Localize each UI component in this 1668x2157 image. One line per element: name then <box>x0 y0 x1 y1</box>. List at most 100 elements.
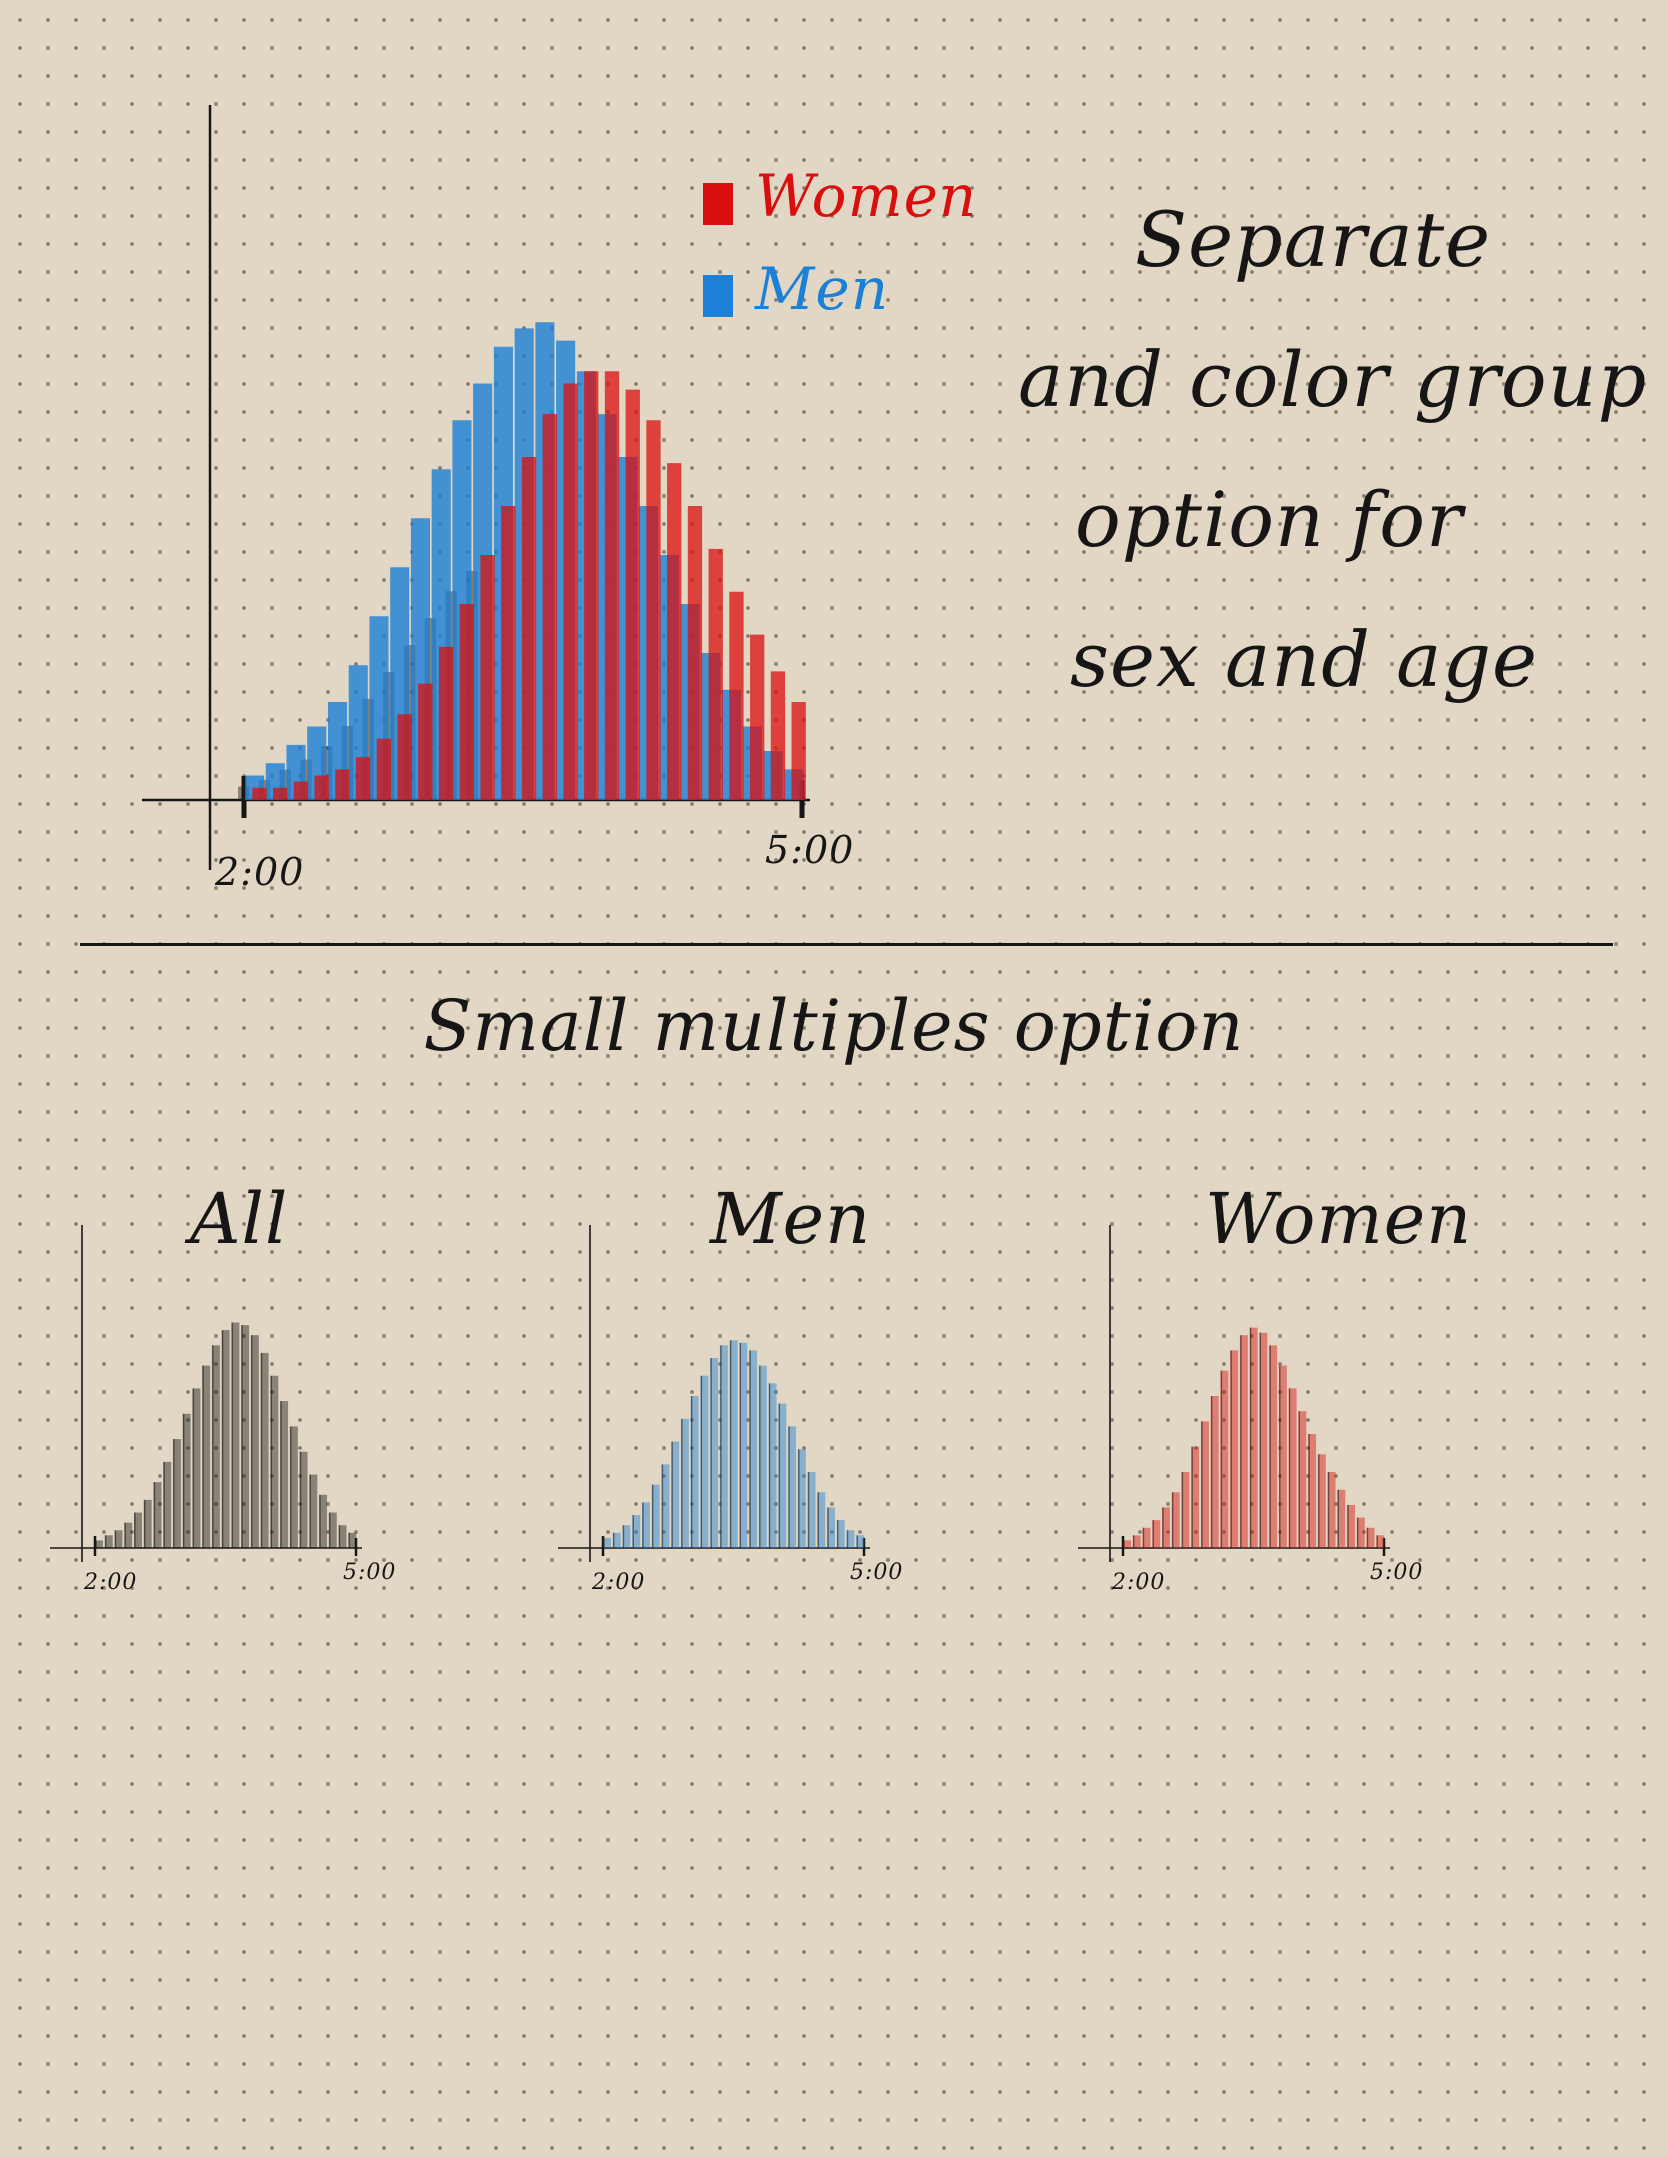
women-bar <box>625 389 640 800</box>
women-bar <box>355 757 371 800</box>
women-bar <box>1142 1527 1151 1548</box>
all-bar <box>192 1388 201 1548</box>
women-bar <box>1288 1388 1297 1548</box>
women-x-tick-end: 5:00 <box>1370 1560 1424 1585</box>
women-bar <box>1123 1540 1131 1548</box>
all-bar <box>348 1532 357 1548</box>
women-bar <box>1220 1370 1229 1548</box>
women-bar <box>1249 1327 1258 1548</box>
all-bar <box>309 1474 318 1548</box>
men-x-tick-end: 5:00 <box>850 1560 904 1585</box>
men-bar <box>651 1484 660 1548</box>
all-bar <box>143 1499 152 1548</box>
small-multiple-all <box>50 1225 362 1562</box>
men-bar <box>827 1507 836 1548</box>
women-bar <box>1191 1446 1200 1548</box>
women-bar <box>1200 1421 1209 1548</box>
men-bar <box>680 1418 689 1548</box>
women-bar <box>1161 1507 1170 1548</box>
women-bar <box>1366 1527 1375 1548</box>
section-title: Small multiples option <box>423 985 1245 1067</box>
men-bar <box>836 1520 845 1548</box>
overlap-bar <box>238 786 250 800</box>
men-bar <box>690 1396 699 1548</box>
men-bar <box>612 1532 621 1548</box>
men-bar <box>671 1441 680 1548</box>
small-multiple-men <box>558 1225 870 1562</box>
all-bar <box>231 1322 240 1548</box>
men-bar <box>758 1365 767 1548</box>
all-bar <box>95 1540 103 1548</box>
women-bar <box>1356 1517 1365 1548</box>
women-bar <box>1278 1365 1287 1548</box>
women-bar <box>1337 1489 1346 1548</box>
women-bar <box>1308 1434 1317 1548</box>
women-bar <box>273 787 288 800</box>
all-bar <box>319 1494 328 1548</box>
women-bar <box>1210 1396 1219 1548</box>
legend-swatch-men <box>703 275 733 317</box>
men-bar <box>846 1530 855 1548</box>
women-bar <box>1269 1345 1278 1548</box>
men-bar <box>739 1342 748 1548</box>
all-bar <box>260 1352 269 1548</box>
side-note-line-3: option for <box>1075 475 1464 564</box>
men-bar <box>729 1340 738 1548</box>
all-bar <box>104 1535 113 1548</box>
men-bar <box>788 1426 797 1548</box>
all-bar <box>163 1461 172 1548</box>
all-bar <box>289 1426 298 1548</box>
overlap-bar <box>300 759 312 800</box>
women-bar <box>501 506 516 800</box>
all-bar <box>114 1530 123 1548</box>
men-bar <box>749 1350 758 1548</box>
women-bar <box>646 420 661 800</box>
men-bar <box>700 1375 709 1548</box>
women-bar <box>521 457 537 800</box>
all-bar <box>338 1525 347 1548</box>
women-bar <box>1317 1454 1326 1548</box>
overlap-bar <box>321 746 333 800</box>
men-bar <box>797 1449 806 1548</box>
side-note-line-4: sex and age <box>1070 615 1539 704</box>
women-bar <box>459 604 474 800</box>
women-bar <box>750 634 765 800</box>
all-bar <box>221 1330 230 1548</box>
all-x-tick-start: 2:00 <box>84 1570 138 1595</box>
x-tick-label-start: 2:00 <box>215 850 305 894</box>
legend-swatch-women <box>703 183 733 225</box>
women-bar <box>418 683 433 800</box>
women-bar <box>335 769 350 800</box>
men-x-tick-start: 2:00 <box>592 1570 646 1595</box>
men-bar <box>710 1358 719 1548</box>
overlap-bar <box>362 698 374 800</box>
men-bar <box>632 1515 641 1548</box>
women-bar <box>687 506 703 800</box>
all-bar <box>241 1325 250 1548</box>
women-bar <box>1132 1535 1141 1548</box>
men-bar <box>622 1525 631 1548</box>
women-bar <box>293 781 309 800</box>
women-bar <box>1347 1504 1356 1548</box>
women-bar <box>480 555 495 800</box>
men-bar <box>856 1535 865 1548</box>
all-bar <box>153 1482 162 1548</box>
side-note-line-1: Separate <box>1135 195 1492 284</box>
women-bar <box>770 671 786 800</box>
overlap-bar <box>341 725 354 800</box>
all-bar <box>211 1345 220 1548</box>
women-bar <box>667 463 682 800</box>
legend-label-men: Men <box>755 255 890 323</box>
women-x-tick-start: 2:00 <box>1112 1570 1166 1595</box>
main-chart <box>142 105 810 870</box>
women-bar <box>708 548 723 800</box>
all-bar <box>124 1522 133 1548</box>
women-bar <box>252 787 267 800</box>
all-bar <box>182 1413 191 1548</box>
women-bar <box>1298 1411 1307 1548</box>
women-bar <box>604 371 620 800</box>
women-bar <box>1239 1335 1248 1548</box>
x-tick-label-end: 5:00 <box>765 828 855 872</box>
section-divider <box>80 943 1613 946</box>
overlap-bar <box>383 671 395 800</box>
